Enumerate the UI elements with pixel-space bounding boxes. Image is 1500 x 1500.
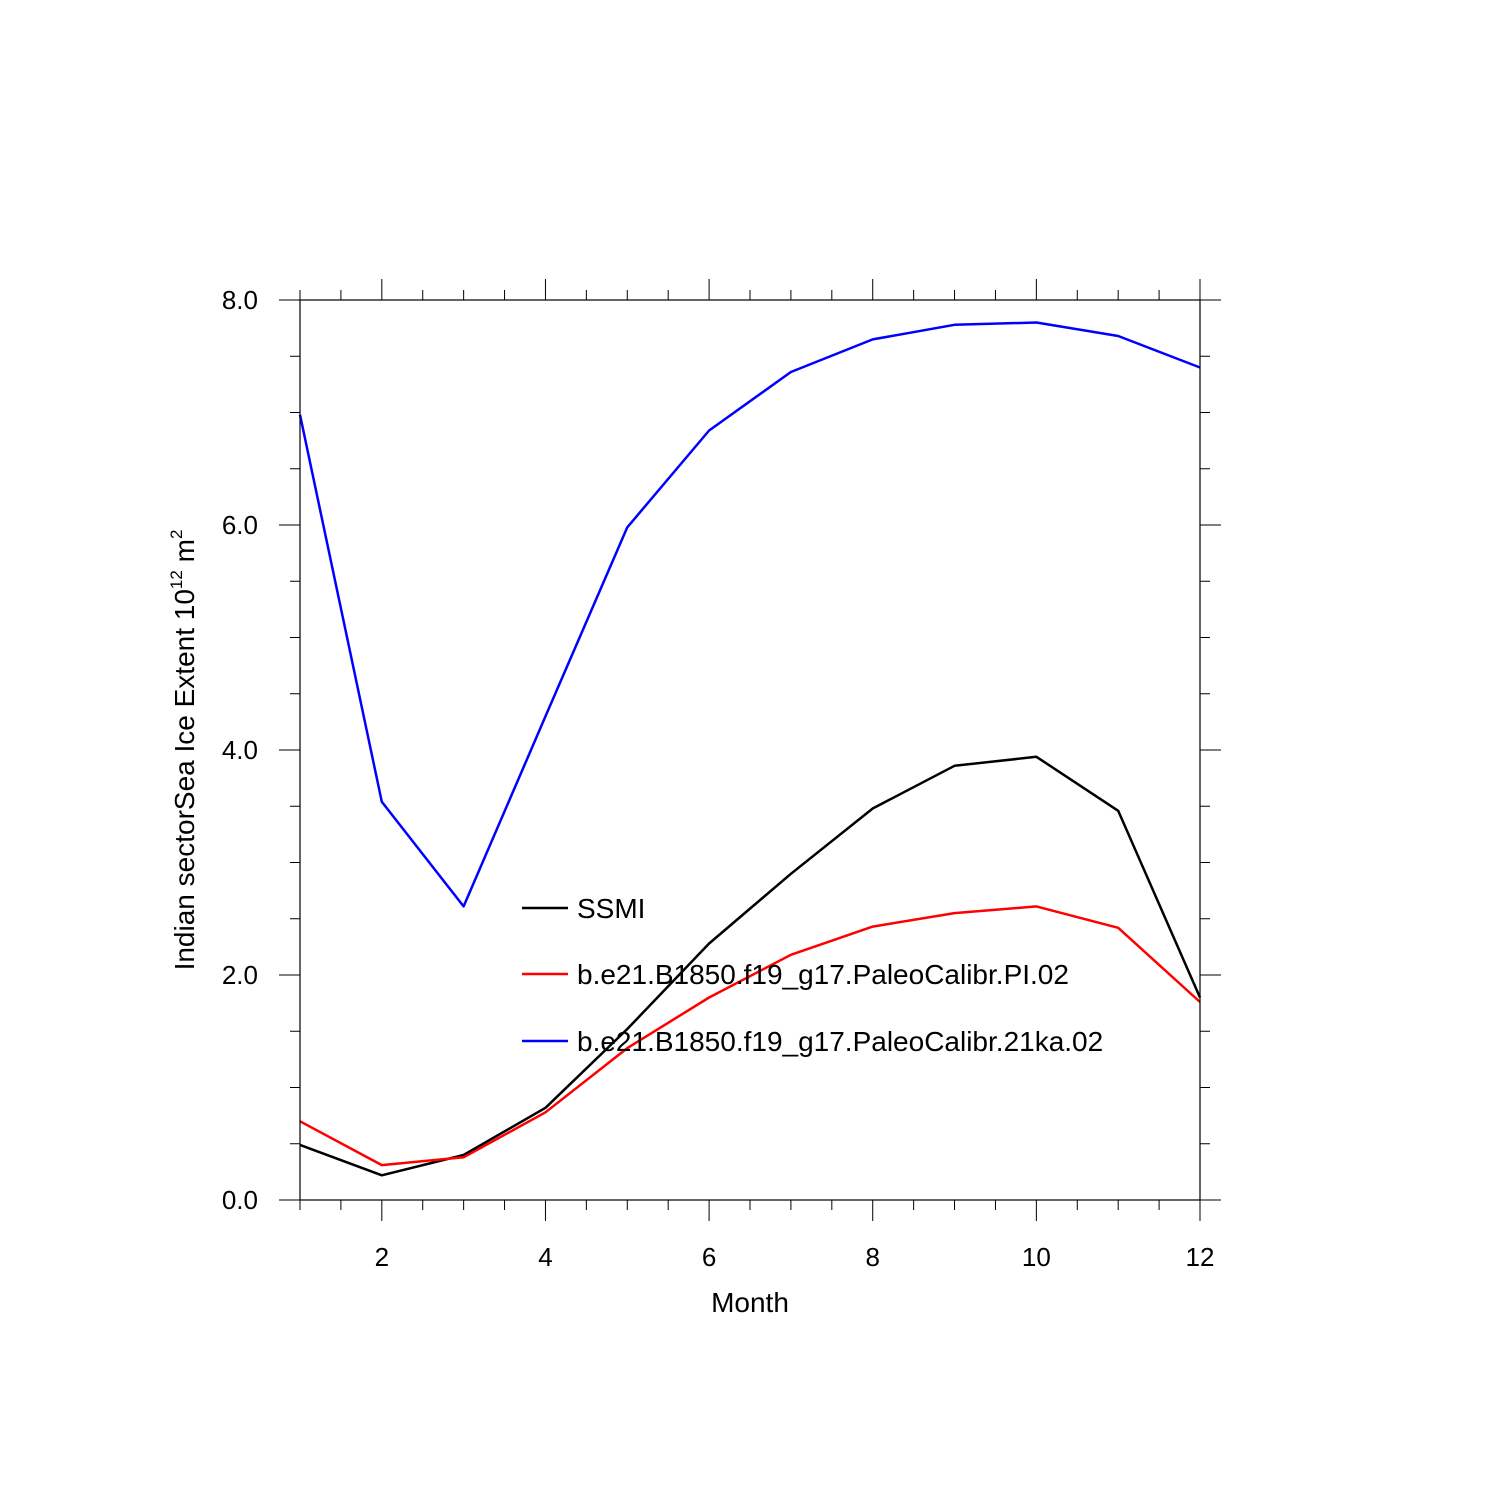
x-tick-label: 10 [1022, 1242, 1051, 1272]
series-line-1 [299, 905, 1201, 1167]
axis-ticks [279, 279, 1221, 1221]
y-tick-label: 0.0 [222, 1185, 258, 1215]
plot-frame [299, 299, 1201, 1201]
y-axis-title: Indian sectorSea Ice Extent 1012 m2 [167, 530, 200, 971]
x-tick-label: 6 [702, 1242, 716, 1272]
x-tick-label: 4 [538, 1242, 552, 1272]
x-tick-label: 8 [865, 1242, 879, 1272]
legend-entry-ssmi: SSMI [522, 893, 645, 924]
legend-label-pi: b.e21.B1850.f19_g17.PaleoCalibr.PI.02 [577, 959, 1069, 990]
series-line-2 [298, 321, 1201, 908]
y-tick-labels: 0.0 2.0 4.0 6.0 8.0 [222, 285, 258, 1215]
legend-entry-21ka: b.e21.B1850.f19_g17.PaleoCalibr.21ka.02 [522, 1026, 1103, 1057]
x-tick-labels: 2 4 6 8 10 12 [375, 1242, 1215, 1272]
legend-label-21ka: b.e21.B1850.f19_g17.PaleoCalibr.21ka.02 [577, 1026, 1103, 1057]
series-lines [298, 321, 1202, 1177]
legend-entry-pi: b.e21.B1850.f19_g17.PaleoCalibr.PI.02 [522, 959, 1069, 990]
x-tick-label: 12 [1186, 1242, 1215, 1272]
legend-label-ssmi: SSMI [577, 893, 645, 924]
y-tick-label: 6.0 [222, 510, 258, 540]
y-tick-label: 2.0 [222, 960, 258, 990]
y-tick-label: 4.0 [222, 735, 258, 765]
x-axis-title: Month [711, 1287, 789, 1318]
y-tick-label: 8.0 [222, 285, 258, 315]
x-tick-label: 2 [375, 1242, 389, 1272]
legend: SSMI b.e21.B1850.f19_g17.PaleoCalibr.PI.… [522, 893, 1103, 1057]
